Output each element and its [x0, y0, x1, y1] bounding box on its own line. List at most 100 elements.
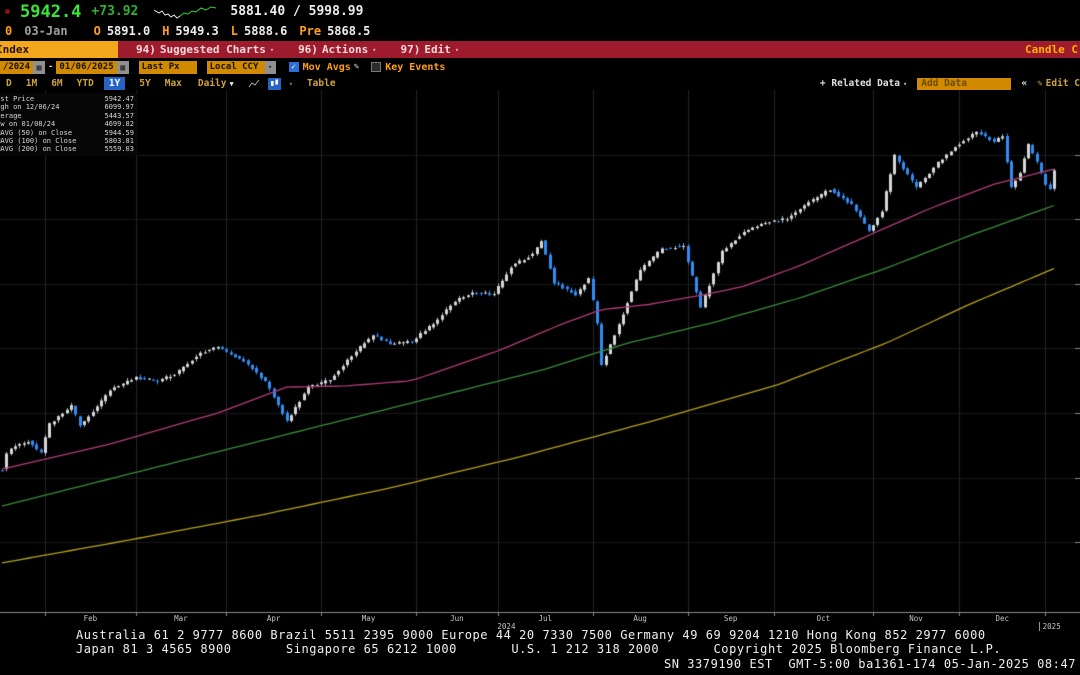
status-dot-icon — [5, 9, 10, 14]
legend-value: 5803.81 — [104, 137, 134, 146]
x-axis-year-label: 2024 — [497, 622, 516, 631]
price-chart-canvas[interactable] — [0, 90, 1080, 623]
x-axis-year-labels: 2024 2025 — [0, 622, 1080, 632]
legend-value: 4699.82 — [104, 120, 134, 129]
chart-type-label: Candle C — [1025, 43, 1078, 56]
legend-label: Low on 01/08/24 — [0, 120, 56, 129]
calendar-icon[interactable]: ▦ — [33, 60, 45, 74]
period-button-1y[interactable]: 1Y — [103, 77, 126, 90]
x-axis-month-label: Sep — [723, 614, 738, 623]
dropdown-caret-icon: ▾ — [372, 45, 377, 54]
pre-value: 5868.5 — [327, 24, 371, 38]
mov-avgs-label[interactable]: Mov Avgs — [302, 61, 351, 73]
mov-avgs-checkbox[interactable]: ✓ — [288, 62, 299, 72]
high-value: 5949.3 — [175, 24, 219, 38]
open-value: 5891.0 — [106, 24, 151, 38]
legend-value: 5942.47 — [104, 95, 134, 103]
period-bar-right: + Related Data ▾ Add Data « ✎ Edit C — [819, 77, 1080, 90]
period-button-5y[interactable]: 5Y — [139, 78, 151, 89]
legend-label: Average — [0, 111, 22, 120]
line-chart-icon[interactable] — [248, 79, 260, 89]
period-button-6m[interactable]: 6M — [51, 78, 63, 89]
menu-item-actions[interactable]: 96) Actions ▾ — [298, 43, 376, 56]
related-data-button[interactable]: + Related Data ▾ — [819, 78, 908, 89]
legend-row: SMAVG (50) on Close 5944.59 — [0, 129, 134, 137]
low-value: 5888.6 — [244, 24, 288, 38]
frequency-dropdown[interactable]: Daily ▼ — [197, 78, 234, 89]
period-button-d[interactable]: D — [6, 78, 12, 89]
legend-label: SMAVG (200) on Close — [0, 145, 77, 154]
footer-status-line: SN 3379190 EST GMT-5:00 ba1361-174 05-Ja… — [663, 657, 1076, 671]
chart-legend: Last Price 5942.47 High on 12/06/24 6099.97… — [0, 93, 138, 156]
menu-item-number: 96) — [298, 43, 318, 56]
footer-contact-line-1: Australia 61 2 9777 8600 Brazil 5511 239… — [76, 628, 986, 642]
chart-type-caret-icon[interactable]: ▾ — [288, 79, 293, 88]
currency-field[interactable]: Local CCY — [206, 60, 265, 74]
prefix-value: 0 — [5, 24, 13, 38]
price-type-field[interactable]: Last Px — [138, 60, 197, 74]
price-change: +73.92 — [91, 4, 139, 19]
ohlc-row: 0 03-Jan O 5891.0 H 5949.3 L 5888.6 Pre … — [0, 23, 370, 39]
x-axis-month-label: May — [361, 614, 376, 623]
frequency-caret-icon: ▼ — [229, 79, 234, 88]
add-data-input[interactable]: Add Data — [917, 77, 1012, 90]
x-axis-month-label: Dec — [995, 614, 1010, 623]
menu-bar: Index 94)Suggested Charts▾ 96)Actions▾ 97)… — [0, 41, 1080, 58]
quote-date: 03-Jan — [24, 24, 68, 38]
date-range-dash: - — [48, 62, 54, 72]
legend-value: 5944.59 — [104, 128, 134, 137]
x-axis-month-label: Nov — [909, 614, 923, 623]
period-button-ytd[interactable]: YTD — [76, 78, 94, 89]
key-events-label[interactable]: Key Events — [385, 61, 446, 73]
quote-header-row: 5942.4 +73.92 5881.40 / 5998.99 — [0, 1, 363, 22]
x-axis-month-label: Jul — [538, 614, 553, 623]
edit-chart-button[interactable]: ✎ Edit C — [1037, 78, 1080, 89]
period-buttons: D 1M 6M YTD 1Y 5Y Max — [0, 77, 182, 90]
pre-label: Pre — [299, 24, 322, 38]
date-to-field[interactable]: 01/06/2025 — [56, 60, 117, 74]
legend-row: SMAVG (100) on Close 5803.81 — [0, 137, 134, 145]
currency-dropdown-icon[interactable]: ▾ — [264, 60, 276, 74]
security-tab[interactable]: Index — [0, 41, 118, 58]
period-button-1m[interactable]: 1M — [25, 78, 38, 89]
related-data-caret-icon: ▾ — [903, 79, 908, 88]
intraday-sparkline-icon — [154, 5, 217, 19]
legend-value: 5559.03 — [104, 145, 134, 154]
candle-chart-icon[interactable] — [267, 77, 281, 90]
key-events-checkbox[interactable] — [371, 62, 382, 72]
legend-row: Average 5443.57 — [0, 112, 134, 120]
x-axis-month-labels: Feb Mar Apr May Jun Jul Aug Sep Oct Nov Dec — [0, 614, 1080, 624]
legend-label: High on 12/06/24 — [0, 103, 60, 112]
high-label: H — [162, 24, 170, 38]
date-from-field[interactable]: /2024 — [0, 60, 33, 74]
x-axis-month-label: Apr — [266, 614, 281, 623]
mov-avgs-edit-pencil-icon[interactable]: ✎ — [353, 62, 360, 72]
legend-label: SMAVG (50) on Close — [0, 128, 73, 137]
period-bar: D 1M 6M YTD 1Y 5Y Max Daily ▼ ▾ Table + Relate… — [0, 76, 1080, 91]
low-label: L — [230, 24, 239, 38]
menu-item-suggested-charts[interactable]: 94) Suggested Charts ▾ — [136, 43, 274, 56]
legend-label: SMAVG (100) on Close — [0, 137, 77, 146]
legend-row: Low on 01/08/24 4699.82 — [0, 120, 134, 128]
legend-label: Last Price — [0, 95, 35, 103]
collapse-panel-icon[interactable]: « — [1021, 78, 1028, 89]
open-label: O — [93, 24, 101, 38]
table-button[interactable]: Table — [306, 78, 336, 89]
chart-toolbar: /2024 ▦ - 01/06/2025 ▦ Last Px Local CCY… — [0, 58, 1080, 76]
menu-items: 94) Suggested Charts ▾ 96) Actions ▾ 97) Edit ▾ — [136, 43, 459, 56]
legend-value: 5443.57 — [104, 111, 134, 120]
footer-contact-line-2: Japan 81 3 4565 8900 Singapore 65 6212 1… — [76, 642, 1002, 656]
menu-item-edit[interactable]: 97) Edit ▾ — [401, 43, 460, 56]
menu-item-label: Edit — [424, 43, 451, 56]
x-axis-year-label: 2025 — [1038, 622, 1061, 631]
x-axis-month-label: Mar — [174, 614, 188, 623]
calendar-icon[interactable]: ▦ — [116, 60, 129, 74]
legend-value: 6099.97 — [104, 103, 134, 112]
period-button-max[interactable]: Max — [164, 78, 182, 89]
edit-chart-pencil-icon: ✎ — [1037, 78, 1043, 89]
x-axis-month-label: Jun — [450, 614, 464, 623]
last-price: 5942.4 — [20, 1, 82, 22]
x-axis-month-label: Oct — [816, 614, 831, 623]
menu-item-number: 97) — [400, 43, 421, 56]
